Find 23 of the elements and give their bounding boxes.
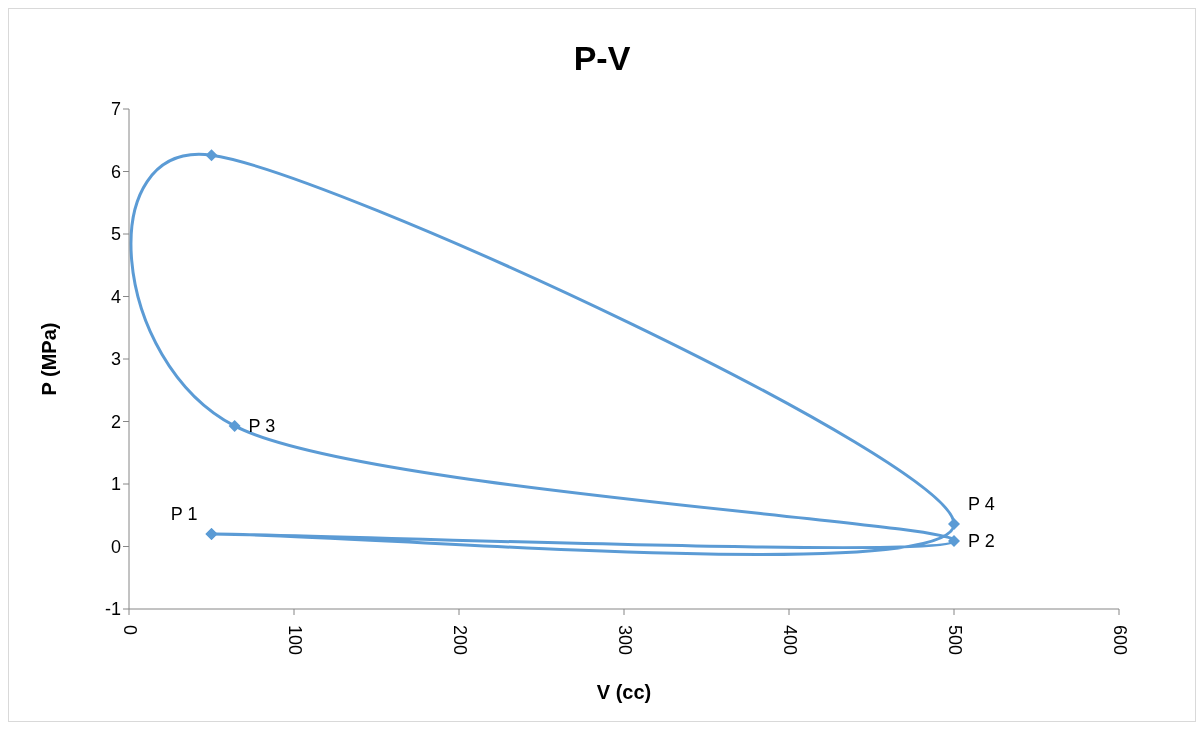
y-tick-label: 4 [110, 286, 121, 307]
x-tick-label: 0 [120, 625, 141, 636]
y-tick-label: 7 [110, 99, 121, 120]
annotation: P 4 [968, 494, 995, 514]
chart-title: P-V [572, 39, 632, 79]
y-tick-label: -1 [104, 599, 121, 620]
y-tick-label: 3 [110, 349, 121, 370]
x-tick-label: 300 [615, 625, 636, 656]
x-tick-label: 400 [780, 625, 801, 656]
annotation: P 1 [170, 504, 198, 524]
y-tick-label: 0 [110, 536, 121, 557]
y-axis-title: P (MPa) [38, 322, 61, 396]
x-axis-title: V (cc) [596, 681, 652, 703]
y-tick-label: 5 [110, 224, 121, 245]
x-tick-label: 600 [1110, 625, 1131, 656]
y-tick-label: 2 [110, 411, 121, 432]
y-tick-label: 1 [110, 474, 121, 495]
annotation: P 2 [968, 531, 995, 552]
x-tick-label: 200 [450, 625, 471, 656]
y-tick-label: 6 [110, 161, 121, 182]
x-tick-label: 500 [945, 625, 966, 656]
annotation: P 3 [248, 416, 276, 437]
x-tick-label: 100 [285, 625, 306, 656]
